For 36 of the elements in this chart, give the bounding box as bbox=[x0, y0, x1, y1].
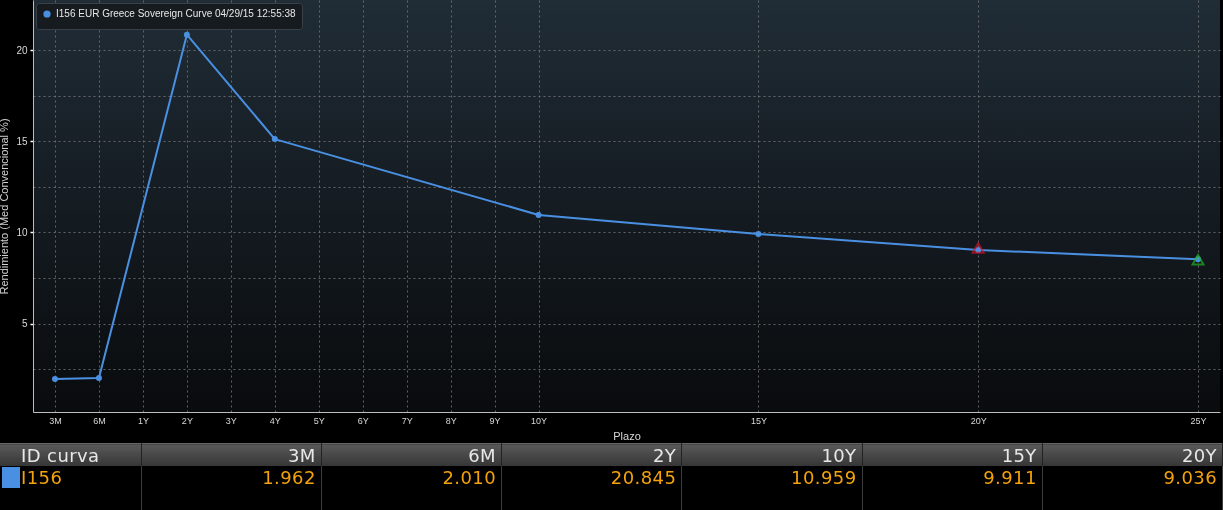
text: 20.845 bbox=[501, 466, 682, 510]
text: 1.962 bbox=[141, 466, 322, 510]
x-tick-label: 8Y bbox=[445, 415, 457, 426]
x-axis-title: Plazo bbox=[613, 429, 641, 442]
text: ID curva bbox=[0, 443, 141, 466]
x-tick-label: 25Y bbox=[1190, 415, 1207, 426]
x-tick-label: 5Y bbox=[313, 415, 325, 426]
text: 15Y bbox=[862, 443, 1043, 466]
y-axis-title: Rendimiento (Med Convencional %) bbox=[0, 118, 11, 295]
text: 20Y bbox=[1042, 443, 1223, 466]
text: 10.959 bbox=[681, 466, 862, 510]
y-tick-label: 5 bbox=[21, 318, 28, 330]
text: 3M bbox=[141, 443, 322, 466]
text: I156 bbox=[0, 466, 141, 510]
text: 2.010 bbox=[321, 466, 502, 510]
x-tick-label: 15Y bbox=[750, 415, 767, 426]
x-tick-label: 6Y bbox=[357, 415, 369, 426]
text: 6M bbox=[321, 443, 502, 466]
x-tick-label: 7Y bbox=[401, 415, 413, 426]
x-tick-label: 9Y bbox=[489, 415, 501, 426]
y-tick-label: 15 bbox=[16, 135, 28, 147]
x-tick-label: 20Y bbox=[970, 415, 987, 426]
x-tick-label: 1Y bbox=[137, 415, 149, 426]
x-tick-label: 2Y bbox=[181, 415, 193, 426]
text: 9.036 bbox=[1042, 466, 1223, 510]
text: 9.911 bbox=[862, 466, 1043, 510]
y-tick-label: 10 bbox=[16, 226, 28, 238]
x-tick-label: 3M bbox=[49, 415, 62, 426]
text: 10Y bbox=[681, 443, 862, 466]
text: 2Y bbox=[501, 443, 682, 466]
legend-label: I156 EUR Greece Sovereign Curve 04/29/15 12:55:38 bbox=[56, 8, 297, 19]
x-tick-label: 10Y bbox=[531, 415, 548, 426]
x-tick-label: 4Y bbox=[269, 415, 281, 426]
y-tick-label: 20 bbox=[16, 44, 28, 56]
x-tick-label: 3Y bbox=[225, 415, 237, 426]
x-tick-label: 6M bbox=[93, 415, 106, 426]
